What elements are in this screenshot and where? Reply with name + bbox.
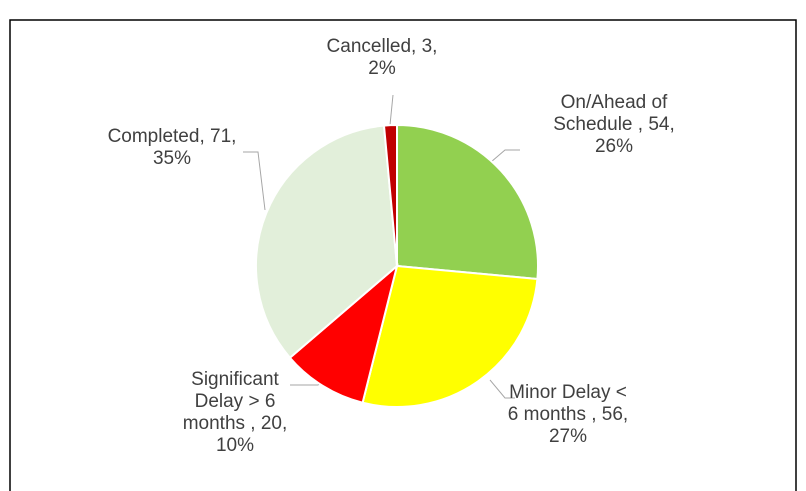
pie-slice	[382, 123, 398, 267]
data-label: Completed, 71, 35%	[108, 126, 237, 169]
leader-line	[243, 151, 266, 211]
pie-slice	[396, 123, 539, 281]
leader-line	[389, 94, 394, 126]
data-label: Significant Delay > 6 months , 20, 10%	[183, 369, 288, 456]
pie-slice	[255, 124, 399, 360]
pie-slice	[361, 264, 539, 408]
data-label: Minor Delay <6 months , 56, 27%	[508, 382, 628, 447]
data-label: On/Ahead of Schedule , 54, 26%	[553, 92, 674, 157]
leader-lines	[243, 94, 520, 399]
data-label: Cancelled, 3, 2%	[327, 36, 438, 79]
pie-slice	[288, 263, 399, 404]
leader-line	[489, 379, 515, 399]
